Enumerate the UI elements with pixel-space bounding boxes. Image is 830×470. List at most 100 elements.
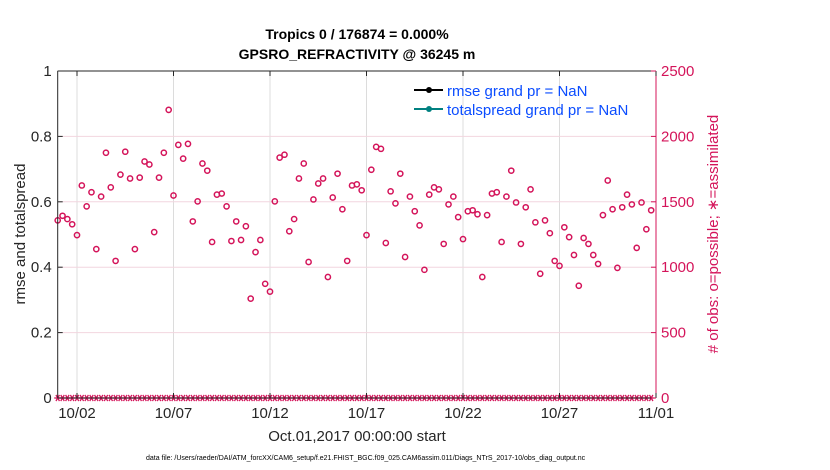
obs-possible-point: [121, 148, 129, 156]
obs-possible-point: [174, 141, 182, 149]
obs-possible-point: [594, 260, 602, 268]
y-tick-label: 0.6: [31, 194, 52, 211]
obs-possible-point: [556, 262, 563, 270]
obs-possible-point: [459, 235, 467, 243]
y-tick-label: 0: [43, 390, 51, 407]
data-file-footer: data file: /Users/raeder/DAI/ATM_forcXX/…: [146, 455, 586, 462]
x-tick-label: 10/17: [348, 405, 386, 422]
y2-tick-label: 1000: [661, 259, 694, 276]
obs-possible-point: [382, 239, 390, 247]
obs-possible-point: [604, 177, 612, 184]
obs-possible-point: [295, 175, 303, 182]
obs-possible-point: [228, 237, 235, 245]
obs-possible-point: [184, 140, 192, 148]
obs-possible-point: [218, 190, 226, 197]
obs-possible-point: [290, 215, 298, 223]
obs-possible-point: [599, 211, 607, 219]
obs-possible-point: [252, 248, 259, 256]
chart-title-line2: GPSRO_REFRACTIVITY @ 36245 m: [239, 46, 476, 62]
obs-possible-point: [208, 238, 216, 246]
chart-title-line1: Tropics 0 / 176874 = 0.000%: [265, 26, 449, 42]
obs-possible-point: [570, 251, 578, 259]
obs-possible-point: [580, 234, 587, 242]
obs-possible-point: [401, 253, 409, 261]
obs-possible-point: [59, 212, 66, 220]
obs-possible-point: [150, 228, 158, 236]
data-marks: [54, 106, 655, 402]
obs-possible-point: [532, 218, 539, 226]
x-tick-label: 10/22: [444, 405, 482, 422]
obs-possible-point: [319, 175, 327, 182]
obs-possible-point: [560, 223, 568, 231]
y2-tick-label: 0: [661, 390, 669, 407]
obs-possible-point: [522, 203, 530, 211]
obs-possible-point: [305, 258, 312, 266]
obs-possible-point: [314, 180, 322, 187]
x-tick-label: 10/07: [155, 405, 193, 422]
obs-possible-point: [199, 160, 206, 167]
obs-possible-point: [324, 273, 332, 281]
obs-possible-point: [146, 161, 153, 168]
obs-possible-point: [609, 205, 616, 213]
obs-possible-point: [483, 211, 491, 219]
obs-possible-point: [585, 240, 592, 248]
y-tick-label: 0.8: [31, 128, 52, 145]
legend-totalspread-marker: [426, 106, 432, 112]
obs-possible-point: [310, 196, 317, 203]
obs-possible-point: [131, 245, 139, 253]
obs-possible-point: [266, 288, 274, 296]
obs-possible-point: [450, 193, 457, 200]
obs-possible-point: [102, 149, 110, 157]
obs-possible-point: [261, 280, 269, 288]
obs-possible-point: [141, 158, 148, 165]
obs-possible-point: [614, 264, 621, 272]
obs-possible-point: [353, 181, 361, 188]
legend: rmse grand pr = NaN totalspread grand pr…: [414, 83, 628, 119]
obs-possible-point: [541, 217, 549, 224]
obs-possible-point: [469, 206, 476, 214]
obs-possible-point: [507, 167, 515, 175]
obs-possible-point: [64, 215, 71, 223]
obs-possible-point: [517, 240, 525, 248]
obs-possible-point: [300, 160, 308, 167]
obs-possible-point: [367, 166, 375, 174]
obs-possible-point: [179, 155, 187, 162]
obs-possible-point: [97, 193, 105, 200]
axes: 10/02 10/07 10/12 10/17 10/22 10/27 11/0100.20…: [31, 63, 695, 422]
obs-possible-point: [498, 238, 505, 246]
obs-possible-point: [170, 192, 177, 199]
obs-possible-point: [633, 244, 641, 252]
x-tick-label: 11/01: [638, 405, 674, 422]
obs-possible-point: [647, 206, 655, 214]
obs-possible-point: [329, 194, 337, 201]
x-axis-label: Oct.01,2017 00:00:00 start: [268, 428, 446, 445]
obs-possible-point: [73, 231, 81, 239]
y-tick-label: 0.2: [31, 325, 52, 342]
obs-possible-point: [92, 245, 100, 253]
obs-possible-point: [411, 207, 419, 215]
obs-possible-point: [643, 225, 650, 233]
y-axis-label: rmse and totalspread: [12, 164, 29, 305]
obs-possible-point: [416, 221, 423, 229]
obs-possible-point: [339, 205, 346, 213]
obs-possible-point: [160, 149, 168, 157]
y-tick-label: 0.4: [31, 259, 52, 276]
obs-possible-point: [387, 187, 394, 195]
obs-possible-point: [343, 257, 351, 265]
y-tick-label: 1: [43, 63, 51, 80]
obs-possible-point: [425, 191, 433, 198]
obs-possible-point: [165, 106, 173, 114]
obs-possible-point: [551, 257, 559, 265]
obs-possible-point: [589, 251, 597, 259]
obs-possible-point: [88, 188, 95, 196]
obs-possible-point: [575, 282, 583, 290]
obs-possible-point: [392, 200, 399, 207]
obs-possible-point: [454, 213, 462, 221]
obs-possible-point: [406, 193, 414, 200]
y2-tick-label: 1500: [661, 194, 694, 211]
obs-possible-point: [638, 199, 645, 206]
obs-possible-point: [78, 182, 86, 189]
obs-possible-point: [203, 167, 211, 175]
obs-possible-point: [565, 233, 573, 241]
obs-possible-point: [618, 203, 626, 211]
